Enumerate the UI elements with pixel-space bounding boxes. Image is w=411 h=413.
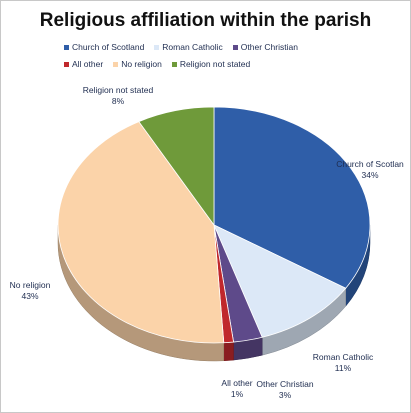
- slice-label-no-religion: No religion: [10, 280, 51, 290]
- slice-label-church-of-scotland: Church of Scotlan: [336, 159, 404, 169]
- legend-swatch-no-religion: [113, 61, 119, 67]
- legend-label-religion-not-stated: Religion not stated: [179, 59, 251, 69]
- pie-side-all-other: [223, 341, 234, 362]
- slice-value-religion-not-stated: 8%: [112, 96, 125, 106]
- pie-slice-no-religion: [57, 121, 225, 344]
- slice-label-roman-catholic: Roman Catholic: [313, 352, 374, 362]
- pie-slice-roman-catholic: [213, 224, 347, 338]
- legend-item-all-other: All other: [64, 59, 103, 69]
- legend-swatch-church-of-scotland: [64, 44, 69, 50]
- legend-swatch-roman-catholic: [154, 44, 160, 50]
- legend-item-religion-not-stated: Religion not stated: [171, 59, 251, 69]
- legend-label-church-of-scotland: Church of Scotland: [72, 42, 145, 52]
- chart-legend: Church of Scotland Roman Catholic Other …: [64, 42, 364, 76]
- legend-swatch-all-other: [64, 61, 69, 67]
- legend-item-no-religion: No religion: [113, 59, 162, 69]
- chart-title: Religious affiliation within the parish: [39, 10, 372, 31]
- slice-label-all-other: All other: [221, 378, 252, 388]
- pie-slice-church-of-scotland: [213, 106, 371, 289]
- legend-swatch-other-christian: [232, 44, 238, 50]
- legend-label-no-religion: No religion: [121, 59, 162, 69]
- legend-label-roman-catholic: Roman Catholic: [162, 42, 223, 52]
- slice-label-other-christian: Other Christian: [256, 379, 313, 389]
- slice-value-church-of-scotland: 34%: [361, 170, 378, 180]
- slice-value-no-religion: 43%: [21, 291, 38, 301]
- slice-label-religion-not-stated: Religion not stated: [83, 85, 154, 95]
- legend-label-other-christian: Other Christian: [240, 42, 298, 52]
- legend-item-church-of-scotland: Church of Scotland: [64, 42, 144, 52]
- slice-value-other-christian: 3%: [279, 390, 292, 400]
- slice-value-all-other: 1%: [231, 389, 244, 399]
- legend-item-other-christian: Other Christian: [232, 42, 298, 52]
- legend-item-roman-catholic: Roman Catholic: [154, 42, 223, 52]
- legend-label-all-other: All other: [72, 59, 104, 69]
- slice-value-roman-catholic: 11%: [335, 363, 352, 373]
- legend-row-1: Church of Scotland Roman Catholic Other …: [64, 42, 364, 52]
- legend-row-2: All other No religion Religion not state…: [64, 59, 364, 69]
- legend-swatch-religion-not-stated: [171, 61, 177, 67]
- pie-slice-religion-not-stated: [138, 106, 215, 227]
